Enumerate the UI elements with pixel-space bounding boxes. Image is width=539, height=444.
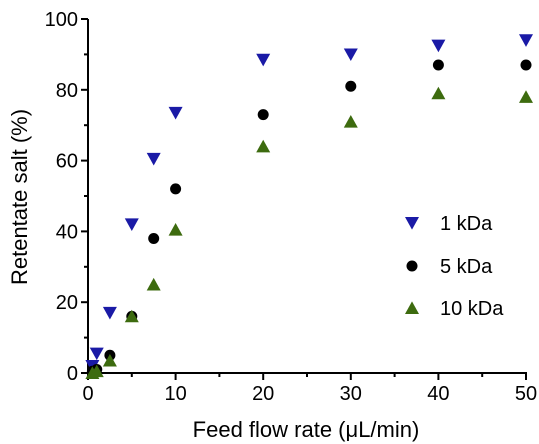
- data-point: [431, 86, 446, 100]
- x-tick-label: 20: [252, 383, 274, 405]
- legend-item: 5 kDa: [406, 256, 493, 278]
- x-tick-label: 10: [164, 383, 186, 405]
- legend-marker: [405, 217, 419, 230]
- y-axis-label: Retentate salt (%): [7, 109, 32, 285]
- legend-label: 10 kDa: [440, 298, 504, 320]
- legend-label: 1 kDa: [440, 213, 493, 235]
- data-point: [343, 48, 358, 62]
- y-tick-label: 0: [67, 363, 78, 385]
- series-0: [85, 34, 533, 373]
- data-point: [168, 222, 183, 236]
- y-tick-label: 20: [56, 292, 78, 314]
- legend-marker: [406, 260, 418, 272]
- data-point: [519, 90, 533, 103]
- legend-item: 1 kDa: [405, 213, 493, 235]
- data-point: [102, 306, 117, 320]
- y-tick-label: 40: [56, 221, 78, 243]
- data-point: [146, 152, 161, 166]
- ticks: 0 20 40 60 80 100 0 10 20 30 40 50: [45, 9, 538, 405]
- data-point: [89, 364, 104, 378]
- data-point: [256, 53, 271, 67]
- x-tick-label: 50: [515, 383, 537, 405]
- x-tick-label: 40: [427, 383, 449, 405]
- legend: 1 kDa 5 kDa 10 kDa: [405, 213, 504, 320]
- series-2: [85, 86, 533, 379]
- y-tick-label: 80: [56, 80, 78, 102]
- data-point: [170, 183, 182, 195]
- data-marks: [85, 34, 533, 379]
- data-point: [345, 80, 357, 92]
- data-point: [432, 59, 444, 71]
- y-tick-label: 60: [56, 151, 78, 173]
- legend-label: 5 kDa: [440, 256, 493, 278]
- data-point: [431, 39, 446, 53]
- data-point: [124, 309, 139, 323]
- data-point: [146, 277, 161, 291]
- data-point: [520, 59, 532, 71]
- x-tick-label: 0: [82, 383, 93, 405]
- legend-item: 10 kDa: [405, 298, 504, 320]
- axes: [87, 19, 527, 374]
- data-point: [257, 109, 269, 121]
- data-point: [148, 232, 160, 244]
- y-tick-label: 100: [45, 9, 78, 31]
- data-point: [89, 347, 104, 361]
- data-point: [343, 115, 358, 128]
- data-point: [168, 106, 183, 120]
- x-tick-label: 30: [340, 383, 362, 405]
- x-axis-label: Feed flow rate (μL/min): [193, 417, 420, 442]
- data-point: [102, 353, 117, 367]
- data-point: [124, 218, 139, 231]
- data-point: [256, 139, 271, 153]
- data-point: [519, 34, 533, 47]
- legend-marker: [405, 301, 419, 314]
